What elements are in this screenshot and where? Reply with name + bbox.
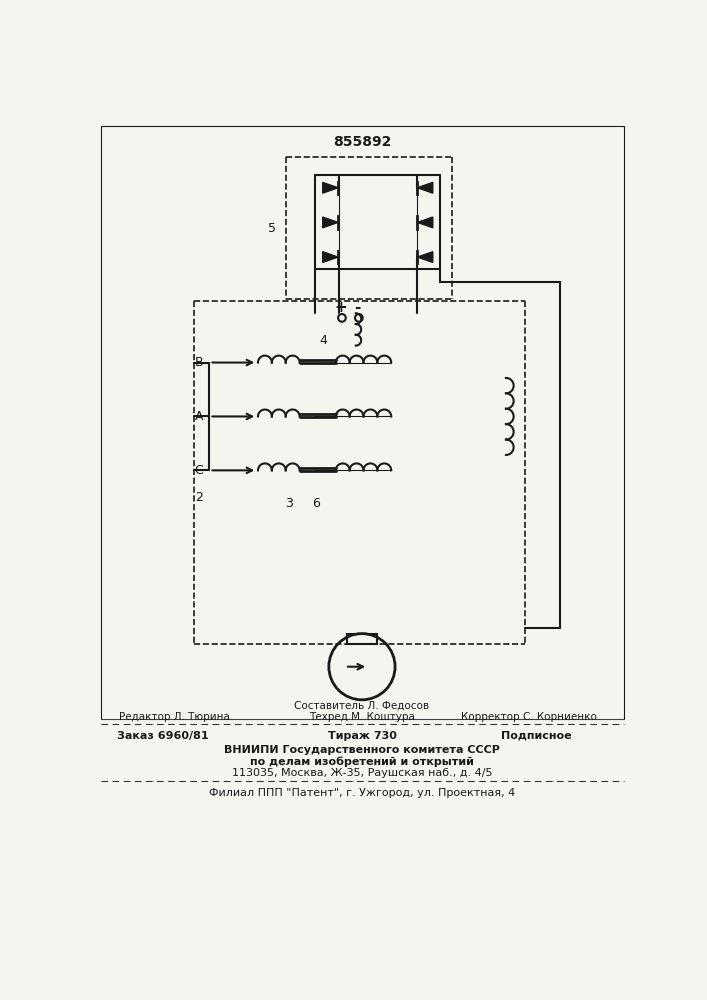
Text: +: + (334, 300, 346, 315)
Bar (101, 126, 624, 719)
Text: Техред М. Коштура: Техред М. Коштура (309, 712, 415, 722)
Polygon shape (417, 252, 433, 262)
Polygon shape (417, 217, 433, 228)
Text: Корректор С. Корниенко: Корректор С. Корниенко (461, 712, 597, 722)
Text: 855892: 855892 (333, 135, 391, 149)
Polygon shape (322, 217, 338, 228)
Text: C: C (194, 464, 204, 477)
Text: 4: 4 (320, 334, 327, 347)
Polygon shape (322, 252, 338, 262)
Text: по делам изобретений и открытий: по делам изобретений и открытий (250, 756, 474, 767)
Text: Заказ 6960/81: Заказ 6960/81 (117, 731, 209, 741)
Text: Составитель Л. Федосов: Составитель Л. Федосов (294, 700, 430, 710)
Text: 113035, Москва, Ж-35, Раушская наб., д. 4/5: 113035, Москва, Ж-35, Раушская наб., д. … (232, 768, 492, 778)
Text: -: - (354, 300, 361, 315)
Text: 6: 6 (312, 497, 320, 510)
Text: Редактор Л. Тюрина: Редактор Л. Тюрина (119, 712, 230, 722)
Polygon shape (322, 182, 338, 193)
Text: Тираж 730: Тираж 730 (327, 731, 397, 741)
Bar (347, 634, 377, 644)
Polygon shape (417, 182, 433, 193)
Text: Филиал ППП "Патент", г. Ужгород, ул. Проектная, 4: Филиал ППП "Патент", г. Ужгород, ул. Про… (209, 788, 515, 798)
Text: 2: 2 (195, 491, 204, 504)
Text: 3: 3 (285, 497, 293, 510)
Text: B: B (194, 356, 204, 369)
Text: Подписное: Подписное (501, 731, 572, 741)
Text: A: A (195, 410, 204, 423)
Text: ВНИИПИ Государственного комитета СССР: ВНИИПИ Государственного комитета СССР (224, 745, 500, 755)
Text: 5: 5 (268, 222, 276, 235)
